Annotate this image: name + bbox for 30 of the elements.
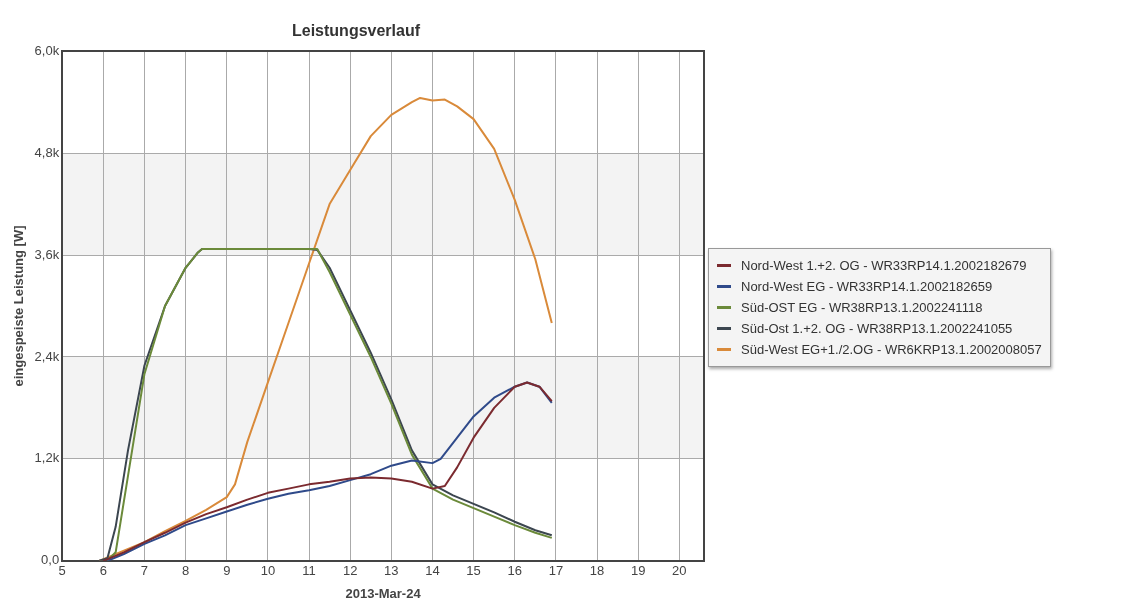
x-tick-label: 17 [548,563,564,579]
y-tick-label: 4,8k [34,144,60,160]
chart-title: Leistungsverlauf [291,22,421,40]
x-tick-label: 5 [58,563,66,579]
legend-label: Nord-West 1.+2. OG - WR33RP14.1.2002182679 [741,256,1027,275]
x-tick-label: 11 [302,563,316,579]
legend-label: Nord-West EG - WR33RP14.1.2002182659 [741,277,993,296]
x-tick-label: 12 [342,563,358,579]
x-tick-label: 20 [672,563,687,579]
legend-label: Süd-Ost 1.+2. OG - WR38RP13.1.2002241055 [741,319,1013,338]
x-tick-label: 18 [589,563,605,579]
x-tick-label: 14 [425,563,440,579]
y-axis-title: eingespeiste Leistung [W] [11,225,27,387]
x-axis-title: 2013-Mar-24 [345,585,422,601]
x-tick-label: 9 [223,563,231,579]
x-tick-label: 8 [181,563,190,579]
legend-label: Süd-West EG+1./2.OG - WR6KRP13.1.2002008057 [741,340,1042,359]
x-tick-label: 19 [630,563,646,579]
y-tick-label: 2,4k [34,348,60,364]
y-tick-label: 1,2k [34,450,60,466]
x-tick-label: 16 [507,563,522,579]
x-tick-label: 7 [140,563,149,579]
x-tick-label: 13 [384,563,399,579]
x-tick-label: 15 [466,563,481,579]
x-tick-label: 10 [260,563,276,579]
y-tick-label: 0,0 [41,552,60,568]
y-tick-label: 3,6k [34,246,60,262]
y-tick-label: 6,0k [34,42,60,58]
x-tick-label: 6 [99,563,107,579]
legend-label: Süd-OST EG - WR38RP13.1.2002241118 [741,298,983,317]
